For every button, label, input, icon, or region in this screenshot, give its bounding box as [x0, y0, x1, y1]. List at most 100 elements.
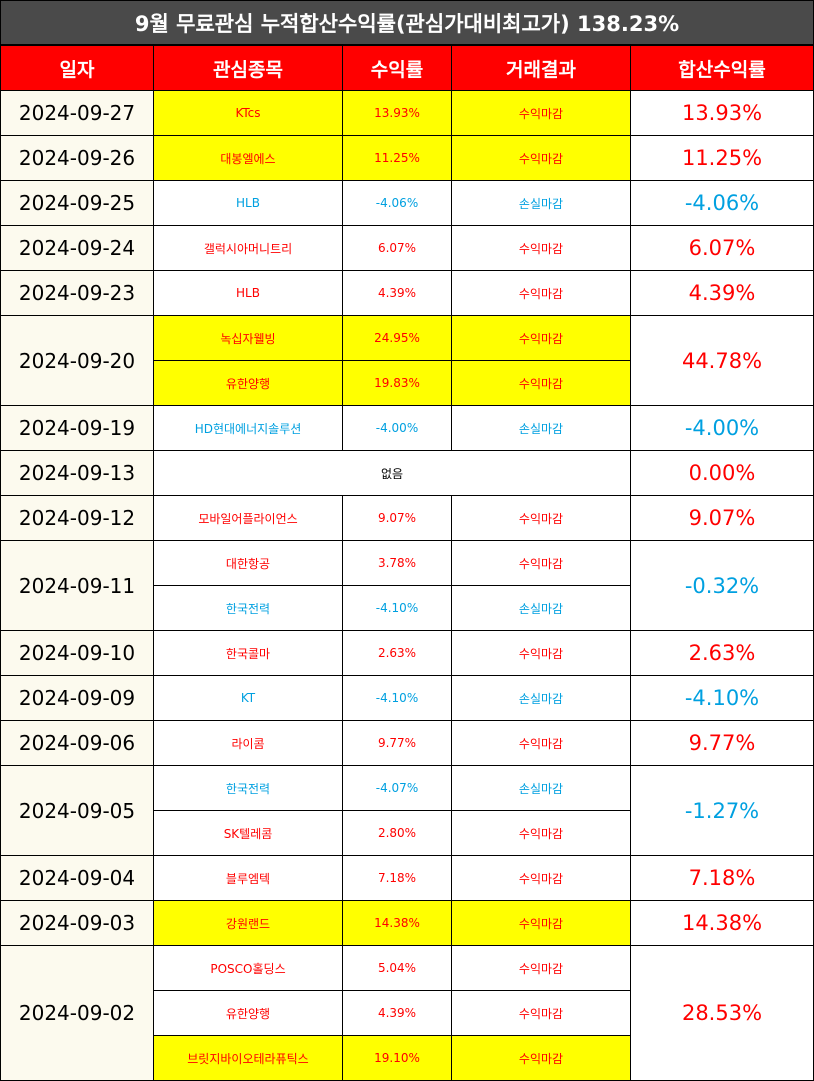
date-cell: 2024-09-25 [0, 180, 154, 226]
total-return-cell: 14.38% [630, 900, 814, 946]
total-return-cell: 13.93% [630, 90, 814, 136]
table-row: 2024-09-12 모바일어플라이언스 9.07% 수익마감 9.07% [0, 495, 814, 541]
total-return-cell: -4.00% [630, 405, 814, 451]
stock-name-cell: 대봉엘에스 [153, 135, 343, 181]
table-row: 2024-09-04 블루엠텍 7.18% 수익마감 7.18% [0, 855, 814, 901]
table-row: 2024-09-05 한국전력 -4.07% 손실마감 -1.27% [0, 765, 814, 856]
header-result: 거래결과 [451, 45, 631, 91]
return-rate-cell: -4.10% [342, 675, 452, 721]
total-return-cell: 4.39% [630, 270, 814, 316]
total-return-cell: -4.06% [630, 180, 814, 226]
stock-name-cell: 대한항공 [153, 540, 343, 586]
table-row: 2024-09-27 KTcs 13.93% 수익마감 13.93% [0, 90, 814, 136]
return-rate-cell: 5.04% [342, 945, 452, 991]
return-rate-cell: 2.80% [342, 810, 452, 856]
table-row: 2024-09-09 KT -4.10% 손실마감 -4.10% [0, 675, 814, 721]
total-return-cell: 2.63% [630, 630, 814, 676]
total-return-cell: 44.78% [630, 315, 814, 406]
date-cell: 2024-09-04 [0, 855, 154, 901]
total-return-cell: 6.07% [630, 225, 814, 271]
trade-result-cell: 수익마감 [451, 270, 631, 316]
trade-result-cell: 수익마감 [451, 225, 631, 271]
trade-result-cell: 수익마감 [451, 90, 631, 136]
table-row: 2024-09-03 강원랜드 14.38% 수익마감 14.38% [0, 900, 814, 946]
date-cell: 2024-09-03 [0, 900, 154, 946]
stock-name-cell: 브릿지바이오테라퓨틱스 [153, 1035, 343, 1081]
return-rate-cell: 19.83% [342, 360, 452, 406]
total-return-cell: 0.00% [630, 450, 814, 496]
stock-name-cell: KT [153, 675, 343, 721]
stock-name-cell: 유한양행 [153, 990, 343, 1036]
date-cell: 2024-09-19 [0, 405, 154, 451]
return-rate-cell: 11.25% [342, 135, 452, 181]
return-rate-cell: -4.00% [342, 405, 452, 451]
table-row: 브릿지바이오테라퓨틱스 19.10% 수익마감 [1, 1035, 814, 1081]
date-cell: 2024-09-13 [0, 450, 154, 496]
trade-result-cell: 손실마감 [451, 765, 631, 811]
stock-name-cell: 라이콤 [153, 720, 343, 766]
stock-name-cell: 한국콜마 [153, 630, 343, 676]
header-total: 합산수익률 [630, 45, 814, 91]
header-row: 일자 관심종목 수익률 거래결과 합산수익률 [0, 45, 814, 91]
date-cell: 2024-09-23 [0, 270, 154, 316]
total-return-cell: -1.27% [630, 765, 814, 856]
total-return-cell: 11.25% [630, 135, 814, 181]
table-row: 2024-09-26 대봉엘에스 11.25% 수익마감 11.25% [0, 135, 814, 181]
table-row: 2024-09-19 HD현대에너지솔루션 -4.00% 손실마감 -4.00% [0, 405, 814, 451]
return-rate-cell: -4.07% [342, 765, 452, 811]
return-rate-cell: 2.63% [342, 630, 452, 676]
no-stock-cell: 없음 [153, 450, 631, 496]
return-rate-cell: 19.10% [342, 1035, 452, 1081]
page-title: 9월 무료관심 누적합산수익률(관심가대비최고가) 138.23% [0, 0, 814, 45]
trade-result-cell: 손실마감 [451, 675, 631, 721]
return-rate-cell: 13.93% [342, 90, 452, 136]
stock-name-cell: HD현대에너지솔루션 [153, 405, 343, 451]
trade-result-cell: 손실마감 [451, 405, 631, 451]
stock-name-cell: SK텔레콤 [153, 810, 343, 856]
date-cell: 2024-09-24 [0, 225, 154, 271]
table-row: 2024-09-25 HLB -4.06% 손실마감 -4.06% [0, 180, 814, 226]
return-rate-cell: 7.18% [342, 855, 452, 901]
total-return-cell: -0.32% [630, 540, 814, 631]
return-rate-cell: 4.39% [342, 990, 452, 1036]
stock-name-cell: HLB [153, 270, 343, 316]
date-cell: 2024-09-11 [0, 540, 154, 631]
return-rate-cell: 24.95% [342, 315, 452, 361]
trade-result-cell: 수익마감 [451, 945, 631, 991]
table-row: SK텔레콤 2.80% 수익마감 [1, 810, 814, 856]
stock-name-cell: 유한양행 [153, 360, 343, 406]
trade-result-cell: 수익마감 [451, 900, 631, 946]
returns-table: 일자 관심종목 수익률 거래결과 합산수익률 2024-09-27 KTcs 13.… [0, 45, 814, 1081]
date-cell: 2024-09-10 [0, 630, 154, 676]
return-rate-cell: -4.10% [342, 585, 452, 631]
stock-name-cell: 블루엠텍 [153, 855, 343, 901]
table-row: 한국전력 -4.10% 손실마감 [1, 585, 814, 631]
trade-result-cell: 수익마감 [451, 720, 631, 766]
trade-result-cell: 손실마감 [451, 180, 631, 226]
trade-result-cell: 수익마감 [451, 990, 631, 1036]
return-rate-cell: -4.06% [342, 180, 452, 226]
total-return-cell: 7.18% [630, 855, 814, 901]
table-row: 2024-09-10 한국콜마 2.63% 수익마감 2.63% [0, 630, 814, 676]
total-return-cell: 28.53% [630, 945, 814, 1081]
stock-name-cell: 녹십자웰빙 [153, 315, 343, 361]
stock-name-cell: 한국전력 [153, 585, 343, 631]
date-cell: 2024-09-06 [0, 720, 154, 766]
return-rate-cell: 14.38% [342, 900, 452, 946]
table-body: 2024-09-27 KTcs 13.93% 수익마감 13.93% 2024-09-26… [0, 90, 814, 1081]
trade-result-cell: 수익마감 [451, 495, 631, 541]
date-cell: 2024-09-27 [0, 90, 154, 136]
stock-name-cell: 강원랜드 [153, 900, 343, 946]
trade-result-cell: 수익마감 [451, 315, 631, 361]
stock-name-cell: 모바일어플라이언스 [153, 495, 343, 541]
trade-result-cell: 수익마감 [451, 810, 631, 856]
trade-result-cell: 수익마감 [451, 135, 631, 181]
header-stock: 관심종목 [153, 45, 343, 91]
stock-name-cell: KTcs [153, 90, 343, 136]
date-cell: 2024-09-26 [0, 135, 154, 181]
trade-result-cell: 수익마감 [451, 360, 631, 406]
return-rate-cell: 6.07% [342, 225, 452, 271]
stock-name-cell: 한국전력 [153, 765, 343, 811]
table-row: 2024-09-13 없음 0.00% [0, 450, 814, 496]
date-cell: 2024-09-20 [0, 315, 154, 406]
